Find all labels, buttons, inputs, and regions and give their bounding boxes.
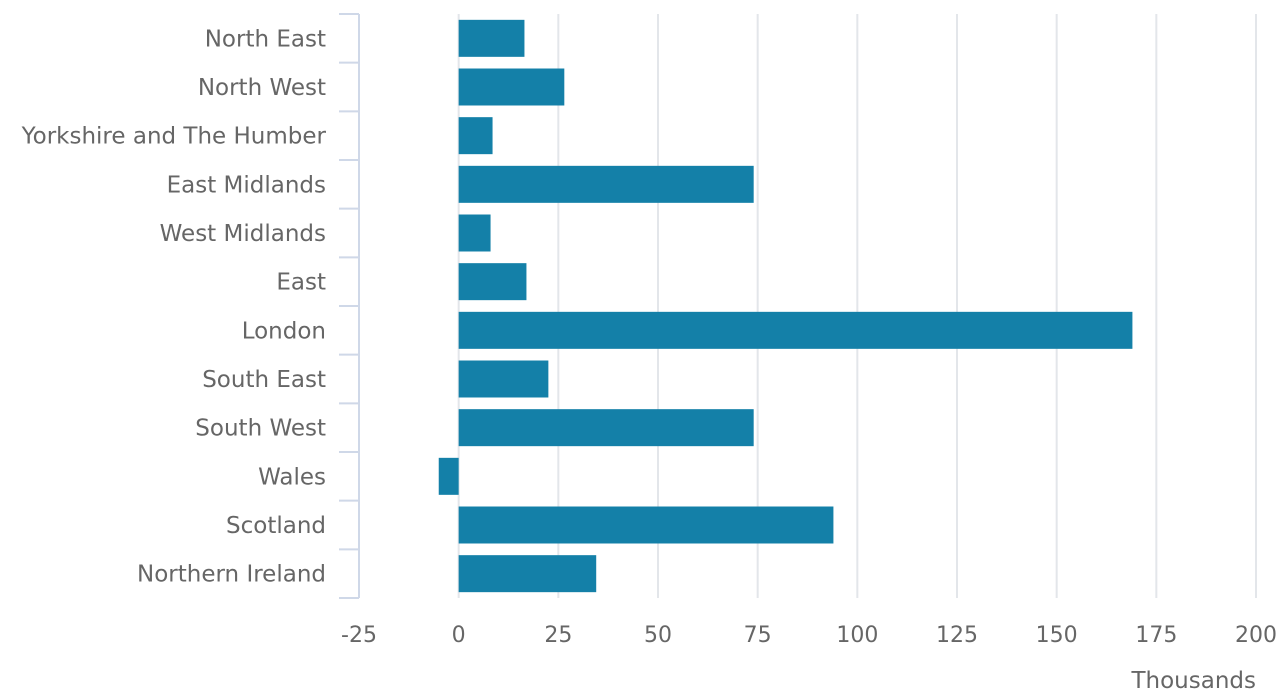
grid-layer: [457, 14, 1257, 598]
bar: [458, 409, 754, 447]
x-tick-label: 150: [1036, 623, 1078, 648]
x-tick-label: 175: [1135, 623, 1177, 648]
bar: [458, 19, 525, 57]
bar: [458, 263, 527, 301]
category-label: West Midlands: [160, 221, 326, 247]
bar-layer: [438, 19, 1133, 593]
x-tick-label: 200: [1235, 623, 1277, 648]
category-label: East: [276, 270, 326, 296]
category-label: London: [242, 318, 326, 344]
x-tick-label: 0: [452, 623, 466, 648]
category-label: South West: [195, 416, 326, 442]
x-axis-title: Thousands: [1130, 668, 1256, 692]
bar: [458, 555, 597, 593]
bar: [438, 457, 459, 495]
bar: [458, 360, 549, 398]
bar: [458, 214, 491, 252]
category-label: North West: [198, 75, 326, 101]
axis-layer: [339, 13, 360, 599]
bar: [458, 68, 565, 106]
category-label: Wales: [258, 464, 326, 490]
category-label: North East: [205, 26, 326, 52]
label-layer: -25 0 25 50 75 100 125 150 175 200 North East North…: [21, 26, 1277, 648]
bar: [458, 165, 754, 203]
category-label: Yorkshire and The Humber: [21, 124, 327, 150]
x-tick-label: 75: [744, 623, 772, 648]
bar: [458, 506, 834, 544]
bar: [458, 311, 1133, 349]
category-label: Scotland: [226, 513, 326, 539]
x-tick-label: -25: [341, 623, 377, 648]
bar: [458, 117, 493, 155]
x-tick-label: 100: [836, 623, 878, 648]
x-tick-label: 125: [936, 623, 978, 648]
x-tick-label: 25: [544, 623, 572, 648]
category-label: South East: [202, 367, 326, 393]
category-label: East Midlands: [167, 172, 326, 198]
category-label: Northern Ireland: [137, 562, 326, 588]
x-tick-label: 50: [644, 623, 672, 648]
